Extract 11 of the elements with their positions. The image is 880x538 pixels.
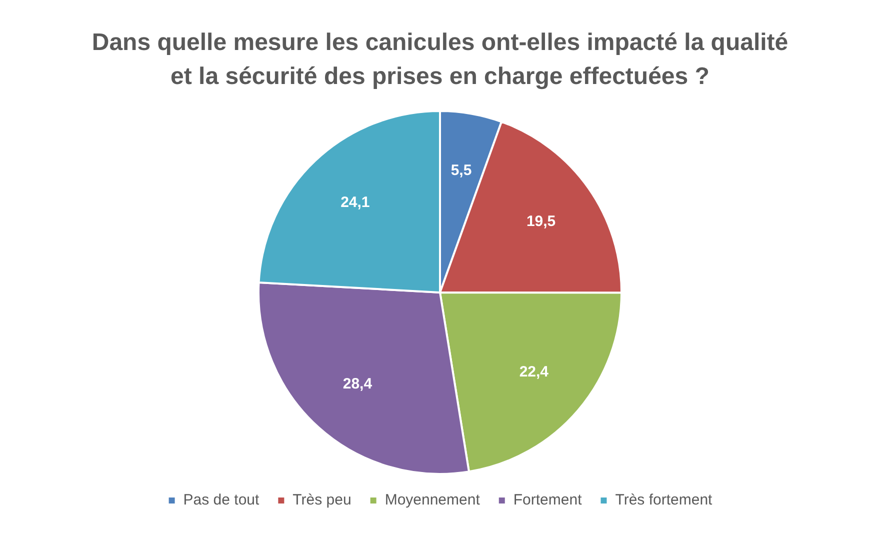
chart-title: Dans quelle mesure les canicules ont-elles impacté la qualité et la sécurité des prises en charge effectuées ? <box>90 28 790 92</box>
data-label: 28,4 <box>342 375 373 392</box>
legend-label: Fortement <box>513 492 583 509</box>
legend-label: Moyennement <box>384 492 481 509</box>
legend-label: Très peu <box>292 492 352 509</box>
data-label: 24,1 <box>340 194 370 211</box>
data-label: 22,4 <box>519 364 550 381</box>
data-label: 19,5 <box>526 212 556 230</box>
legend-label: Pas de tout <box>183 492 260 509</box>
legend-label: Très fortement <box>615 492 714 509</box>
data-label: 5,5 <box>450 162 472 180</box>
